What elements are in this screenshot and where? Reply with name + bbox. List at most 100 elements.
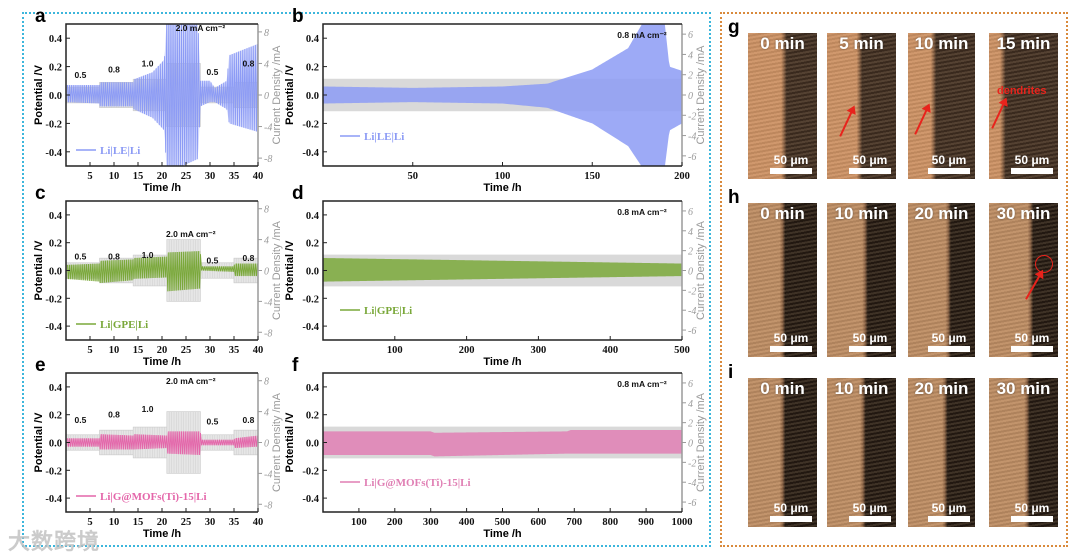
y2-axis-label: Current Density /mA (271, 392, 283, 492)
x-tick-label: 25 (181, 517, 192, 528)
annotation-label: 0.8 (242, 415, 254, 425)
potential-series (323, 24, 682, 166)
scale-bar-label: 50 μm (1014, 331, 1050, 345)
annotation-label: 0.8 mA cm⁻² (617, 207, 667, 217)
y2-tick-label: -4 (688, 306, 696, 317)
scale-bar-line (1011, 168, 1053, 174)
y-tick-label: -0.4 (302, 148, 319, 159)
y2-tick-label: 2 (688, 419, 693, 430)
panel-label: d (292, 183, 304, 204)
x-tick-label: 900 (638, 517, 654, 528)
microscopy-frame: 10 min 50 μm (908, 33, 975, 179)
frame-time-label: 0 min (760, 379, 805, 398)
arrow-icon (914, 108, 928, 135)
panel-label: b (292, 6, 304, 27)
x-tick-label: 5 (87, 171, 92, 182)
legend-label: Li|G@MOFs(Ti)-15|Li (100, 491, 207, 503)
microscopy-frame: 20 min 50 μm (908, 203, 975, 357)
y-tick-label: 0.4 (306, 34, 320, 45)
x-tick-label: 35 (229, 345, 240, 356)
y2-tick-label: 0 (264, 267, 269, 278)
scale-bar-label: 50 μm (773, 331, 809, 345)
scale-bar-label: 50 μm (931, 501, 967, 515)
frame-time-label: 10 min (834, 204, 889, 223)
chart-f: 0.4 0.2 0.0 -0.2 -0.4 6 4 2 0 -2 -4 -6 100 200 300 400 5… (284, 355, 707, 540)
scale-bar-line (928, 346, 970, 352)
chart-d: 0.4 0.2 0.0 -0.2 -0.4 6 4 2 0 -2 -4 -6 100 200 300 400 5… (284, 183, 707, 368)
annotation-label: 2.0 mA cm⁻² (166, 376, 216, 386)
annotation-label: 0.5 (206, 416, 218, 426)
annotation-label: 0.8 (242, 253, 254, 263)
y2-tick-label: -4 (264, 123, 272, 134)
frame-time-label: 5 min (839, 34, 884, 53)
panel-label: h (728, 187, 740, 208)
y2-tick-label: 4 (264, 408, 269, 419)
scale-bar-line (849, 346, 891, 352)
microscopy-frame: 20 min 50 μm (908, 378, 975, 527)
y2-tick-label: 0 (264, 439, 269, 450)
scale-bar: 50 μm (770, 331, 812, 352)
scale-bar-line (928, 516, 970, 522)
scale-bar: 50 μm (1011, 501, 1053, 522)
x-tick-label: 30 (205, 517, 216, 528)
y2-tick-label: -4 (688, 478, 696, 489)
x-tick-label: 100 (495, 171, 511, 182)
microscopy-frame: 10 min 50 μm (827, 203, 896, 357)
scale-bar: 50 μm (1011, 153, 1053, 174)
annotation-label: 0.5 (74, 251, 86, 261)
y-tick-label: 0.0 (306, 91, 319, 102)
y-tick-label: 0.4 (306, 383, 320, 394)
frame-time-label: 20 min (914, 204, 969, 223)
y2-tick-label: 8 (264, 28, 269, 39)
legend-label: Li|G@MOFs(Ti)-15|Li (364, 477, 471, 489)
y2-tick-label: 4 (264, 59, 269, 70)
y2-tick-label: 2 (688, 247, 693, 258)
panel-label: e (35, 355, 46, 376)
y2-tick-label: -4 (688, 132, 696, 143)
scale-bar: 50 μm (849, 153, 891, 174)
y-axis-label: Potential /V (33, 64, 45, 125)
y2-tick-label: 4 (264, 236, 269, 247)
x-tick-label: 200 (674, 171, 690, 182)
y-axis-label: Potential /V (33, 240, 45, 301)
x-tick-label: 25 (181, 345, 192, 356)
scale-bar-label: 50 μm (852, 501, 888, 515)
watermark: 大数跨境 (8, 530, 101, 555)
annotation-label: 0.5 (206, 67, 218, 77)
y-tick-label: -0.4 (302, 322, 319, 333)
y-axis-label: Potential /V (284, 64, 296, 125)
y-tick-label: -0.2 (45, 119, 62, 130)
panel-label: g (728, 17, 740, 38)
annotation-label: 0.8 (242, 59, 254, 69)
plot-area (66, 24, 258, 166)
y-tick-label: 0.0 (306, 439, 319, 450)
annotation-label: 0.8 mA cm⁻² (617, 30, 667, 40)
x-tick-label: 15 (133, 345, 144, 356)
y-tick-label: 0.0 (49, 439, 62, 450)
microscopy-frame: 0 min 50 μm (748, 378, 817, 527)
panel-label: i (728, 362, 734, 383)
microscopy-frame: 5 min 50 μm (827, 33, 896, 179)
y-tick-label: 0.2 (49, 63, 62, 74)
frame-time-label: 30 min (996, 379, 1051, 398)
plot-area (66, 239, 258, 302)
y2-tick-label: 6 (688, 30, 693, 41)
x-tick-label: 200 (387, 517, 403, 528)
x-tick-label: 100 (351, 517, 367, 528)
y2-tick-label: 8 (264, 377, 269, 388)
x-tick-label: 15 (133, 517, 144, 528)
x-axis-label: Time /h (483, 528, 522, 540)
y2-tick-label: -6 (688, 326, 696, 337)
y2-tick-label: 4 (688, 227, 693, 238)
x-tick-label: 400 (459, 517, 475, 528)
panel-label: c (35, 183, 46, 204)
scale-bar: 50 μm (928, 501, 970, 522)
x-tick-label: 5 (87, 345, 92, 356)
y-tick-label: 0.2 (49, 239, 62, 250)
x-tick-label: 1000 (672, 517, 693, 528)
y2-axis-label: Current Density /mA (695, 392, 707, 492)
y2-tick-label: 0 (264, 91, 269, 102)
y2-tick-label: -8 (264, 154, 272, 165)
